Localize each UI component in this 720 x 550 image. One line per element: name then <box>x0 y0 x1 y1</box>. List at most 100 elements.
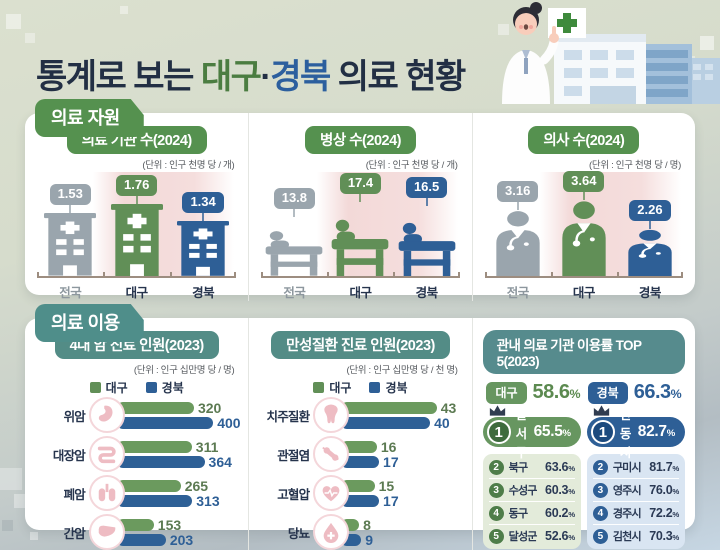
hospital-bed-icon <box>398 222 455 276</box>
rank-number: 1 <box>590 420 615 444</box>
liver-icon <box>89 514 125 550</box>
decor-square <box>14 494 28 508</box>
gyeongbuk-value: 9 <box>365 531 374 548</box>
rank-pct: 82.7 <box>637 423 667 440</box>
section-tab-usage: 의료 이용 <box>35 304 144 342</box>
gyeongbuk-badge: 경북 <box>587 381 628 404</box>
rank-pct: 72.2 <box>649 506 673 520</box>
hospital-bed-icon <box>332 219 389 276</box>
legend-gyeongbuk-label: 경북 <box>385 381 408 395</box>
row-label: 간암 <box>63 526 86 541</box>
decor-square <box>2 520 13 531</box>
rank-number: 4 <box>592 505 608 521</box>
cancer-row-colon: 대장암 311 364 <box>31 435 240 473</box>
gyeongbuk-value: 313 <box>196 492 220 509</box>
legend-daegu-label: 대구 <box>105 381 128 395</box>
category-national: 3.16 <box>485 181 551 278</box>
row-label: 관절염 <box>277 448 310 463</box>
rank-pct: 76.0 <box>649 483 673 497</box>
cancer-row-stomach: 위암 320 400 <box>31 396 241 434</box>
daegu-rank1-pill: 1 달서구 65.5% <box>482 405 581 460</box>
gyeongbuk-value: 400 <box>217 414 241 431</box>
callout-stem <box>425 197 428 206</box>
stomach-icon <box>89 397 125 433</box>
panel-medical-resources: 의료 기관 수(2024) (단위 : 인구 천명 당 / 개) 1.53 <box>25 113 695 301</box>
panel-medical-usage: 4대 암 진료 인원(2023) (단위 : 인구 십만명 당 / 명) 대구 … <box>25 318 695 550</box>
decor-square <box>25 33 35 43</box>
callout-stem <box>293 209 296 218</box>
section-tab-resources: 의료 자원 <box>35 99 144 137</box>
value-callout: 17.4 <box>339 173 382 194</box>
daegu-bar <box>341 440 377 453</box>
rank-name: 김천시 <box>612 531 642 543</box>
cancer-row-lung: 폐암 265 313 <box>31 474 240 512</box>
chart-unit: (단위 : 인구 십만명 당 / 명) <box>133 365 235 376</box>
daegu-rank-list: 2 북구 63.6% 3 수성구 60.3% 4 동구 60.2% <box>482 454 581 549</box>
category-national: 1.53 <box>37 184 103 278</box>
rank-name: 수성구 <box>508 485 538 497</box>
callout-stem <box>516 202 519 211</box>
daegu-bar <box>341 401 437 414</box>
callout-stem <box>135 196 138 204</box>
hospital-icon <box>110 204 163 276</box>
daegu-value: 8 <box>363 516 371 533</box>
x-label-daegu: 대구 <box>125 286 149 300</box>
chronic-row-hypertension: 고혈압 15 17 <box>255 474 463 512</box>
chart-cancer-patients: 4대 암 진료 인원(2023) (단위 : 인구 십만명 당 / 명) 대구 … <box>25 318 248 550</box>
hospital-icon <box>177 221 230 276</box>
row-label: 치주질환 <box>266 409 311 424</box>
value-callout: 1.53 <box>49 184 91 206</box>
joint-icon <box>313 436 350 472</box>
gyeongbuk-bar <box>117 416 214 429</box>
gyeongbuk-legend-swatch <box>369 382 381 393</box>
daegu-total-value: 58.6 <box>532 381 570 403</box>
row-label: 대장암 <box>52 448 86 463</box>
value-callout: 3.16 <box>497 181 539 203</box>
x-label-gyeongbuk: 경북 <box>415 286 439 300</box>
gyeongbuk-value: 364 <box>208 453 232 470</box>
chart-title: 병상 수(2024) <box>305 126 416 154</box>
chronic-row-diabetes: 당뇨 8 9 <box>255 513 463 550</box>
crown-icon <box>489 405 505 416</box>
row-label: 당뇨 <box>287 526 310 541</box>
rank-pct: 63.6 <box>545 460 569 474</box>
gyeongbuk-bar <box>341 494 380 507</box>
rank-item: 5 달성군 52.6% <box>488 524 575 547</box>
decor-square <box>6 14 21 29</box>
gyeongbuk-rank-list: 2 구미시 81.7% 3 영주시 76.0% 4 경주시 72.2% <box>586 454 685 549</box>
rank-pct: 52.6 <box>545 529 569 543</box>
hospital-building-icon <box>548 8 646 104</box>
rank-item: 2 북구 63.6% <box>488 456 575 478</box>
rank-item: 4 동구 60.2% <box>488 501 575 524</box>
rank-number: 2 <box>592 459 608 475</box>
title-suffix: 의료 현황 <box>337 57 467 96</box>
daegu-bar <box>117 440 192 453</box>
hospital-icon <box>44 213 97 276</box>
legend-daegu-label: 대구 <box>329 381 352 395</box>
doctor-icon <box>496 211 540 276</box>
title-daegu: 대구 <box>200 57 262 96</box>
title-separator: · <box>260 57 271 96</box>
gyeongbuk-rank1-pill: 1 안동시 82.7% <box>586 405 685 460</box>
chart-medical-institutions: 의료 기관 수(2024) (단위 : 인구 천명 당 / 개) 1.53 <box>25 113 248 301</box>
chart-title: 만성질환 진료 인원(2023) <box>271 331 450 359</box>
heart-icon <box>313 475 350 511</box>
x-label-daegu: 대구 <box>349 286 372 300</box>
rank-pct: 70.3 <box>649 529 673 543</box>
chart-unit: (단위 : 인구 십만명 당 / 천 명) <box>346 365 458 376</box>
row-label: 폐암 <box>63 487 86 502</box>
blood-drop-icon <box>313 514 350 550</box>
doctor-icon <box>628 229 672 276</box>
category-gyeongbuk: 16.5 <box>394 176 460 278</box>
rank-pct: 81.7 <box>649 460 673 474</box>
daegu-bar <box>341 479 375 492</box>
chart-doctors: 의사 수(2024) (단위 : 인구 천명 당 / 명) 3.16 <box>471 113 695 301</box>
daegu-value: 43 <box>440 399 457 416</box>
daegu-bar <box>117 479 181 492</box>
gyeongbuk-total-value: 66.3 <box>633 381 671 403</box>
daegu-total: 대구 58.6% <box>485 381 582 404</box>
category-national: 13.8 <box>261 188 327 278</box>
crown-icon <box>593 405 610 416</box>
rank-name: 달성군 <box>508 531 538 543</box>
